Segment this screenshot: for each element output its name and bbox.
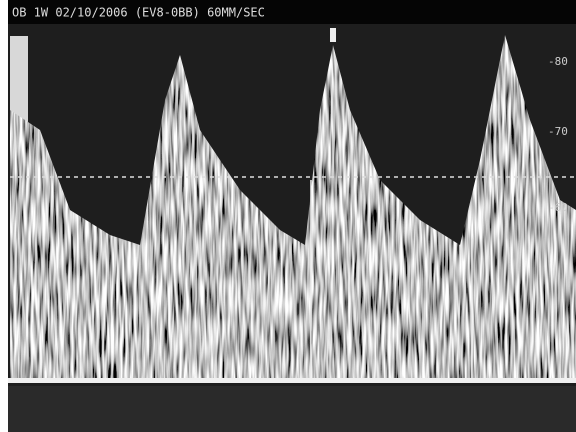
scale-label: -70 bbox=[548, 125, 568, 138]
peak-marker bbox=[330, 28, 336, 42]
page: OB 1W 02/10/2006 (EV8-0BB) 60MM/SEC -80 … bbox=[0, 0, 576, 432]
lower-panel bbox=[8, 386, 576, 432]
scale-label: -80 bbox=[548, 55, 568, 68]
scale-label: -60 bbox=[548, 201, 568, 214]
header-text: OB 1W 02/10/2006 (EV8-0BB) 60MM/SEC bbox=[12, 6, 265, 20]
baseline bbox=[8, 378, 576, 383]
doppler-screen: OB 1W 02/10/2006 (EV8-0BB) 60MM/SEC -80 … bbox=[0, 0, 576, 432]
